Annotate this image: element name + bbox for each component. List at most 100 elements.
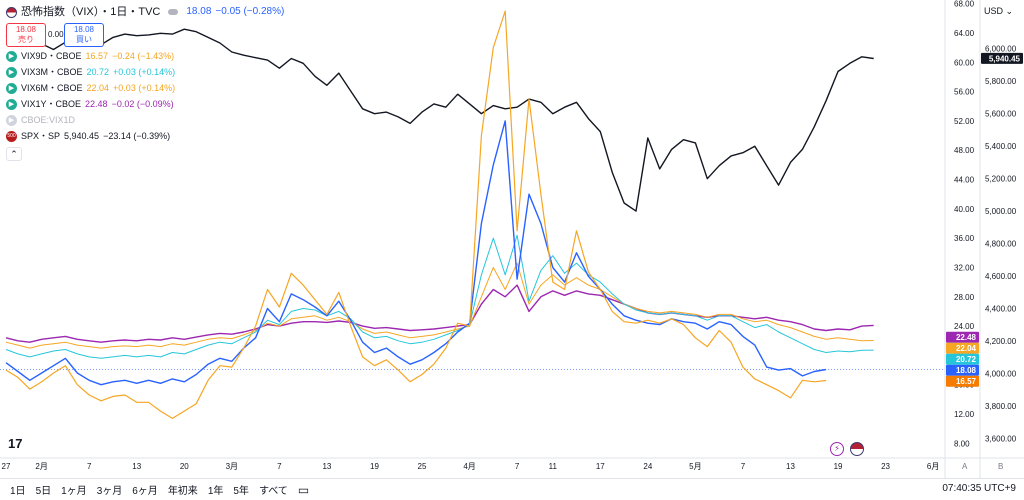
series-change: −0.24 (−1.43%) [112,51,175,61]
y-left-tick-label: 60.00 [954,58,975,67]
y-left-tick-label: 64.00 [954,29,975,38]
series-line-4 [5,120,827,386]
series-line-0 [5,28,874,212]
trade-buttons: 18.08 売り 0.00 18.08 買い [6,23,284,47]
x-tick-label: 25 [418,462,427,471]
range-1d[interactable]: 1日 [10,486,26,497]
legend: 恐怖指数（VIX）・1日・TVC 18.08 −0.05 (−0.28%) 18… [6,5,284,161]
legend-row-vix3m[interactable]: ▶ VIX3M・CBOE 20.72 +0.03 (+0.14%) [6,65,284,79]
price-label: 16.57 [956,377,977,386]
range-3m[interactable]: 3ヶ月 [96,486,123,497]
y-left-tick-label: 48.00 [954,146,975,155]
price-label: 5,940.45 [989,54,1021,63]
series-line-5 [5,10,827,419]
us-flag-icon[interactable] [850,442,864,456]
lightning-icon[interactable]: ⚡ [830,442,844,456]
x-tick-label: 13 [786,462,795,471]
collapse-dot-icon[interactable] [168,9,179,15]
series-change: +0.03 (+0.14%) [113,67,176,77]
y-left-tick-label: 36.00 [954,234,975,243]
y-right-tick-label: 4,200.00 [985,337,1017,346]
collapse-legend-button[interactable]: ⌃ [6,147,22,161]
price-label-bg [946,331,979,343]
last-price: 18.08 [186,6,212,17]
y-right-tick-label: 4,800.00 [985,240,1017,249]
y-left-tick-label: 12.00 [954,410,975,419]
legend-header: 恐怖指数（VIX）・1日・TVC 18.08 −0.05 (−0.28%) [6,5,284,19]
buy-button[interactable]: 18.08 買い [64,23,104,47]
legend-row-vix6m[interactable]: ▶ VIX6M・CBOE 22.04 +0.03 (+0.14%) [6,81,284,95]
y-left-tick-label: 8.00 [954,439,970,448]
range-5d[interactable]: 5日 [35,486,52,497]
currency-selector[interactable]: USD ⌄ [984,6,1013,17]
sell-button[interactable]: 18.08 売り [6,23,46,47]
x-tick-label: 7 [515,462,520,471]
price-label: 22.48 [956,333,977,342]
price-label-bg [981,52,1023,64]
y-left-tick-label: 56.00 [954,88,975,97]
y-left-tick-label: 28.00 [954,293,975,302]
x-tick-label: 23 [881,462,890,471]
buy-label: 買い [76,35,92,44]
series-change: −23.14 (−0.39%) [103,131,171,141]
symbol-title[interactable]: 恐怖指数（VIX）・1日・TVC [21,6,161,18]
x-tick-label: 13 [132,462,141,471]
price-label-bg [946,364,979,376]
sp-logo-icon: 500 [6,130,17,142]
range-1m[interactable]: 1ヶ月 [61,486,87,497]
x-tick-label: 7 [277,462,282,471]
auto-scale-button[interactable]: A [962,462,968,471]
y-left-tick-label: 44.00 [954,176,975,185]
series-name: SPX・SP [21,131,61,141]
x-tick-label: 11 [549,462,558,471]
legend-row-vix1d[interactable]: ▶ CBOE:VIX1D [6,113,284,127]
x-tick-label: 27 [2,462,11,471]
x-tick-label: 7 [87,462,92,471]
series-change: +0.03 (+0.14%) [113,83,176,93]
y-left-tick-label: 32.00 [954,263,975,272]
y-right-tick-label: 4,000.00 [985,370,1017,379]
range-1y[interactable]: 1年 [207,486,224,497]
y-left-tick-label: 68.00 [954,0,975,9]
series-name: VIX1Y・CBOE [21,99,82,109]
range-all[interactable]: すべて [258,486,288,497]
legend-row-vix9d[interactable]: ▶ VIX9D・CBOE 16.57 −0.24 (−1.43%) [6,49,284,63]
y-right-tick-label: 5,200.00 [985,175,1017,184]
currency-label: USD [984,6,1004,16]
price-label-bg [946,342,979,354]
y-right-tick-label: 3,800.00 [985,402,1017,411]
legend-row-vix1y[interactable]: ▶ VIX1Y・CBOE 22.48 −0.02 (−0.09%) [6,97,284,111]
x-tick-label: 19 [370,462,379,471]
y-right-tick-label: 5,800.00 [985,77,1017,86]
bottom-toolbar: 1日 5日 1ヶ月 3ヶ月 6ヶ月 年初来 1年 5年 すべて ▭ 07:40:… [0,478,1024,500]
price-label-bg [946,375,979,387]
log-scale-button[interactable]: B [998,462,1004,471]
tradingview-logo-icon[interactable]: 17 [8,436,23,451]
series-name: VIX6M・CBOE [21,83,83,93]
series-line-2 [5,262,874,349]
range-5y[interactable]: 5年 [233,486,249,497]
series-name: VIX9D・CBOE [21,51,82,61]
chevron-down-icon: ⌄ [1005,6,1014,16]
us-flag-icon [6,6,17,18]
series-name: VIX3M・CBOE [21,67,83,77]
y-right-tick-label: 3,600.00 [985,435,1017,444]
play-icon: ▶ [6,66,17,78]
range-ytd[interactable]: 年初来 [167,486,198,497]
x-tick-label: 19 [834,462,843,471]
x-tick-label: 7 [741,462,746,471]
spread-value: 0.00 [48,30,64,39]
clock-time[interactable]: 07:40:35 UTC+9 [942,483,1016,494]
play-icon: ▶ [6,114,17,126]
legend-row-spx[interactable]: 500 SPX・SP 5,940.45 −23.14 (−0.39%) [6,129,284,143]
play-icon: ▶ [6,82,17,94]
chart-canvas[interactable]: 8.0012.0016.0020.0024.0028.0032.0036.004… [0,0,1024,478]
series-change: −0.02 (−0.09%) [111,99,174,109]
calendar-icon[interactable]: ▭ [297,482,310,497]
series-value: 22.04 [86,83,110,93]
y-right-tick-label: 5,600.00 [985,110,1017,119]
range-6m[interactable]: 6ヶ月 [132,486,158,497]
play-icon: ▶ [6,98,17,110]
price-label: 20.72 [956,355,977,364]
series-line-3 [5,234,874,359]
